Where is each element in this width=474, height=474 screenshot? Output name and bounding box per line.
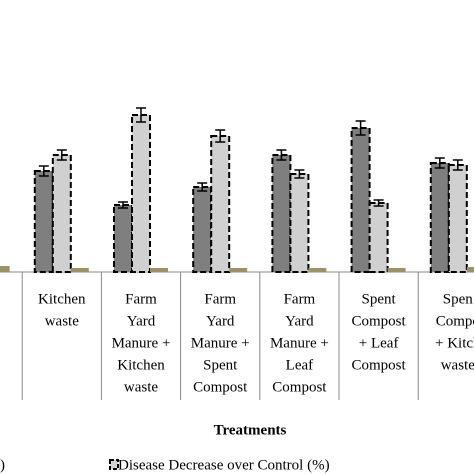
- error-bar: [452, 159, 463, 171]
- bar: [229, 268, 248, 272]
- x-tick-label: waste: [441, 357, 474, 373]
- legend-swatch: [109, 459, 119, 470]
- x-tick-label: Leaf: [286, 357, 313, 373]
- bar: [271, 154, 292, 273]
- x-tick-label: Compost: [272, 379, 327, 395]
- x-tick-label: Kitchen: [117, 357, 165, 373]
- x-tick-label: Compost: [193, 379, 248, 395]
- x-tick-label: + Leaf: [359, 335, 399, 351]
- x-tick-label: Spent: [203, 357, 238, 373]
- bar: [70, 268, 89, 272]
- error-bar: [434, 157, 445, 169]
- x-tick-label: Yard: [206, 313, 235, 329]
- x-tick-label: Farm: [284, 291, 316, 307]
- x-tick-label: Compost: [352, 313, 407, 329]
- error-bar: [197, 182, 208, 192]
- x-tick-label: Manure +: [112, 335, 171, 351]
- bar: [51, 154, 72, 273]
- error-bar: [373, 199, 384, 207]
- legend-label: Disease Decrease over Control (%): [118, 457, 330, 473]
- error-bar: [355, 120, 366, 136]
- legend-label: ): [0, 457, 5, 473]
- x-tick-label: Yard: [127, 313, 156, 329]
- error-bar: [56, 149, 67, 161]
- bar: [33, 170, 54, 273]
- error-bar: [294, 169, 305, 179]
- bar: [447, 164, 468, 273]
- error-bar: [38, 165, 49, 177]
- bar: [368, 202, 389, 273]
- x-tick-label: Manure +: [191, 335, 250, 351]
- x-tick-label: Spent: [362, 291, 397, 307]
- error-bar: [215, 129, 226, 143]
- bar: [192, 186, 213, 273]
- bar: [308, 268, 327, 272]
- x-tick-label: Spen: [443, 291, 474, 307]
- error-bar: [136, 107, 146, 123]
- bar: [150, 268, 168, 272]
- x-tick-label: Farm: [125, 291, 157, 307]
- x-tick-label: Manure +: [270, 335, 329, 351]
- x-axis-title: Treatments: [214, 422, 287, 438]
- bar: [289, 173, 310, 273]
- bar: [350, 127, 371, 273]
- x-tick-label: Yard: [285, 313, 314, 329]
- x-tick-label: Compost: [352, 357, 407, 373]
- x-tick-label: Kitchen: [38, 291, 86, 307]
- bar: [113, 204, 133, 273]
- bar: [0, 266, 10, 272]
- bar: [387, 268, 406, 272]
- error-bar: [118, 201, 128, 209]
- x-tick-label: waste: [45, 313, 79, 329]
- bar: [210, 135, 231, 273]
- bar: [466, 267, 474, 272]
- x-tick-label: + Kitch: [435, 335, 474, 351]
- error-bar: [276, 149, 287, 161]
- x-tick-label: Farm: [204, 291, 236, 307]
- x-tick-label: waste: [124, 379, 158, 395]
- bar: [131, 114, 151, 273]
- bar: [429, 162, 450, 273]
- x-tick-label: Compo: [436, 313, 474, 329]
